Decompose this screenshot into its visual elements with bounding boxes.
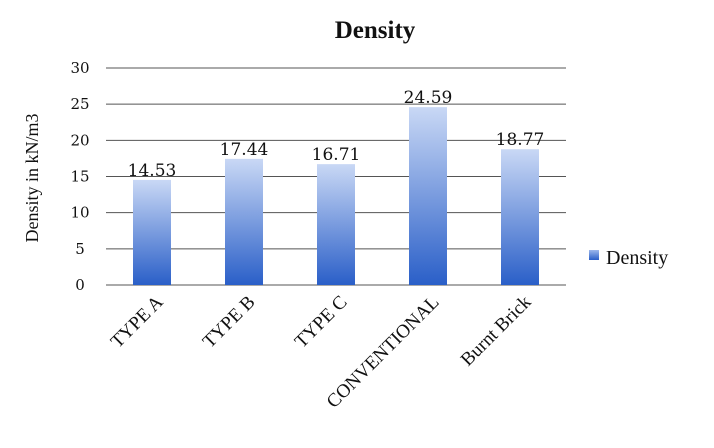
bar [409,107,447,286]
x-tick-label: TYPE C [291,292,352,353]
y-tick-label: 25 [70,95,89,113]
data-label: 14.53 [128,161,177,181]
y-tick-label: 20 [70,131,89,149]
chart-title: Density [335,17,416,44]
y-tick-label: 0 [75,276,85,294]
bar [501,149,539,285]
data-label: 24.59 [404,88,453,108]
y-axis-ticks: 0 5 10 15 20 25 30 [70,59,89,294]
y-axis-label: Density in kN/m3 [22,114,42,243]
bars [133,107,539,286]
data-label: 17.44 [220,140,269,160]
y-tick-label: 5 [75,240,85,258]
legend-swatch [589,250,599,260]
y-tick-label: 10 [70,204,89,222]
data-labels: 14.53 17.44 16.71 24.59 18.77 [128,88,545,181]
data-label: 16.71 [312,145,361,165]
legend-label: Density [606,247,668,269]
y-tick-label: 30 [70,59,89,77]
x-tick-label: Burnt Brick [457,291,536,370]
x-tick-label: TYPE B [199,292,260,353]
bar [317,164,355,285]
bar [225,158,263,285]
y-tick-label: 15 [70,168,89,186]
x-tick-label: TYPE A [107,291,168,352]
legend: Density [589,247,668,269]
data-label: 18.77 [496,130,545,150]
bar [133,179,171,285]
